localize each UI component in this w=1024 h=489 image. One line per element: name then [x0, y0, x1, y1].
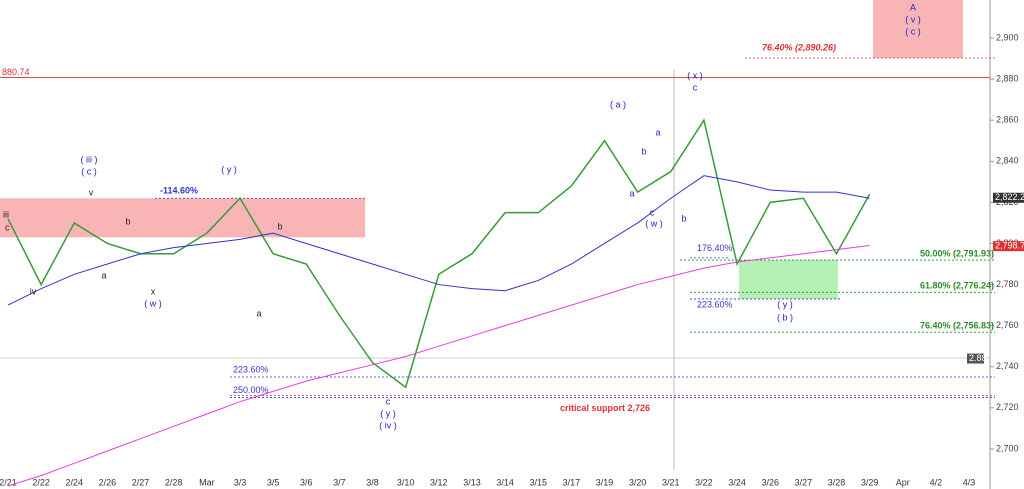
level-label: 223.60%	[697, 299, 733, 309]
level-label: -114.60%	[160, 186, 198, 196]
wave-label: iv	[30, 286, 37, 296]
y-tick-label: 2,840	[996, 156, 1019, 166]
x-tick-label: 3/13	[463, 477, 481, 487]
x-tick-label: 2/28	[165, 477, 183, 487]
series-line	[7, 175, 870, 306]
wave-label: c	[5, 222, 10, 232]
x-tick-label: 3/27	[795, 477, 813, 487]
x-tick-label: 4/2	[930, 477, 943, 487]
x-tick-label: 3/24	[728, 477, 746, 487]
wave-label: ( a )	[610, 99, 626, 109]
x-tick-label: 3/14	[496, 477, 514, 487]
y-tick-label: 2,880	[996, 73, 1019, 83]
zone	[739, 259, 838, 299]
wave-label: ( c )	[81, 166, 97, 176]
x-tick-label: 2/21	[0, 477, 17, 487]
y-tick-label: 2,760	[996, 320, 1019, 330]
x-tick-label: 3/5	[267, 477, 280, 487]
series-line	[7, 245, 870, 487]
y-tick-label: 2,700	[996, 443, 1019, 453]
wave-label: ( c )	[905, 26, 921, 36]
level-label: 76.40% (2,890.26)	[762, 42, 836, 52]
x-tick-label: 3/10	[397, 477, 415, 487]
price-label: 2.88	[969, 353, 987, 363]
x-tick-label: 3/6	[300, 477, 313, 487]
wave-label: a	[655, 127, 660, 137]
x-tick-label: Apr	[896, 477, 910, 487]
x-tick-label: 3/15	[529, 477, 547, 487]
price-box	[993, 192, 1024, 203]
y-tick-label: 2,780	[996, 279, 1019, 289]
y-tick-label: 2,900	[996, 32, 1019, 42]
level-label: 61.80% (2,776.24)	[920, 281, 994, 291]
wave-label: ( x )	[687, 70, 703, 80]
x-tick-label: 3/26	[761, 477, 779, 487]
wave-label: v	[89, 187, 94, 197]
wave-label: b	[125, 216, 130, 226]
wave-label: x	[151, 286, 156, 296]
x-tick-label: 4/3	[963, 477, 976, 487]
x-tick-label: 2/26	[99, 477, 117, 487]
x-tick-label: 3/20	[629, 477, 647, 487]
x-tick-label: 2/22	[32, 477, 50, 487]
wave-label: ( b )	[777, 312, 793, 322]
x-tick-label: 3/7	[333, 477, 346, 487]
wave-label: ( y )	[777, 299, 793, 309]
x-tick-label: 3/12	[430, 477, 448, 487]
x-tick-label: 3/8	[366, 477, 379, 487]
wave-label: ( iii )	[81, 154, 98, 164]
y-tick-label: 2,740	[996, 361, 1019, 371]
series-line	[7, 118, 871, 389]
level-label: critical support 2,726	[560, 403, 650, 413]
price-label: 2,822.25	[995, 192, 1024, 202]
wave-label: c	[386, 396, 391, 406]
wave-label: c	[650, 207, 655, 217]
wave-label: b	[641, 146, 646, 156]
wave-label: A	[910, 2, 916, 12]
wave-label: a	[256, 308, 261, 318]
wave-label: ( y )	[221, 164, 237, 174]
wave-label: ( v )	[905, 14, 921, 24]
level-label: 250.00%	[233, 385, 269, 395]
x-tick-label: Mar	[199, 477, 215, 487]
level-label: 50.00% (2,791.93)	[920, 248, 994, 258]
wave-label: ( y )	[380, 408, 396, 418]
x-tick-label: 3/22	[695, 477, 713, 487]
zone	[873, 0, 963, 59]
wave-label: b	[681, 213, 686, 223]
x-tick-label: 3/3	[234, 477, 247, 487]
x-tick-label: 3/29	[861, 477, 879, 487]
level-label: 76.40% (2,756.83)	[920, 321, 994, 331]
wave-label: ( w )	[144, 298, 162, 308]
wave-label: ( w )	[645, 218, 663, 228]
level-label: 176.40%	[697, 243, 733, 253]
price-box	[993, 241, 1024, 252]
x-tick-label: 3/28	[828, 477, 846, 487]
x-tick-label: 3/21	[662, 477, 680, 487]
x-tick-label: 2/24	[66, 477, 84, 487]
price-label: 2,798.70	[995, 241, 1024, 251]
wave-label: b	[277, 221, 282, 231]
y-tick-label: 2,720	[996, 402, 1019, 412]
wave-label: c	[693, 82, 698, 92]
price-box	[967, 353, 984, 364]
wave-label: a	[101, 270, 106, 280]
wave-label: iii	[3, 209, 9, 219]
x-tick-label: 2/27	[132, 477, 150, 487]
x-tick-label: 3/19	[596, 477, 614, 487]
level-label: 880.74	[2, 67, 30, 77]
zone	[0, 198, 365, 238]
wave-label: a	[629, 188, 634, 198]
x-tick-label: 3/17	[563, 477, 581, 487]
wave-label: ( iv )	[379, 420, 397, 430]
y-tick-label: 2,860	[996, 115, 1019, 125]
level-label: 223.60%	[233, 364, 269, 374]
